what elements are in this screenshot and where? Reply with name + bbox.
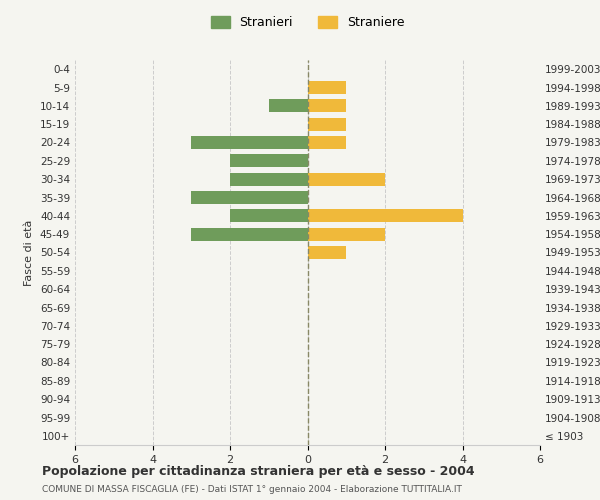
Bar xyxy=(230,173,308,186)
Text: Popolazione per cittadinanza straniera per età e sesso - 2004: Popolazione per cittadinanza straniera p… xyxy=(42,465,475,478)
Bar xyxy=(230,154,308,167)
Bar xyxy=(308,210,463,222)
Bar xyxy=(269,100,308,112)
Bar xyxy=(308,136,346,149)
Bar xyxy=(308,246,346,259)
Y-axis label: Fasce di età: Fasce di età xyxy=(25,220,34,286)
Bar xyxy=(230,210,308,222)
Bar xyxy=(308,118,346,130)
Bar xyxy=(308,173,385,186)
Bar xyxy=(191,228,308,240)
Bar xyxy=(191,136,308,149)
Text: COMUNE DI MASSA FISCAGLIA (FE) - Dati ISTAT 1° gennaio 2004 - Elaborazione TUTTI: COMUNE DI MASSA FISCAGLIA (FE) - Dati IS… xyxy=(42,485,462,494)
Bar xyxy=(308,100,346,112)
Bar xyxy=(308,228,385,240)
Bar xyxy=(308,81,346,94)
Bar xyxy=(191,191,308,204)
Legend: Stranieri, Straniere: Stranieri, Straniere xyxy=(211,16,404,29)
